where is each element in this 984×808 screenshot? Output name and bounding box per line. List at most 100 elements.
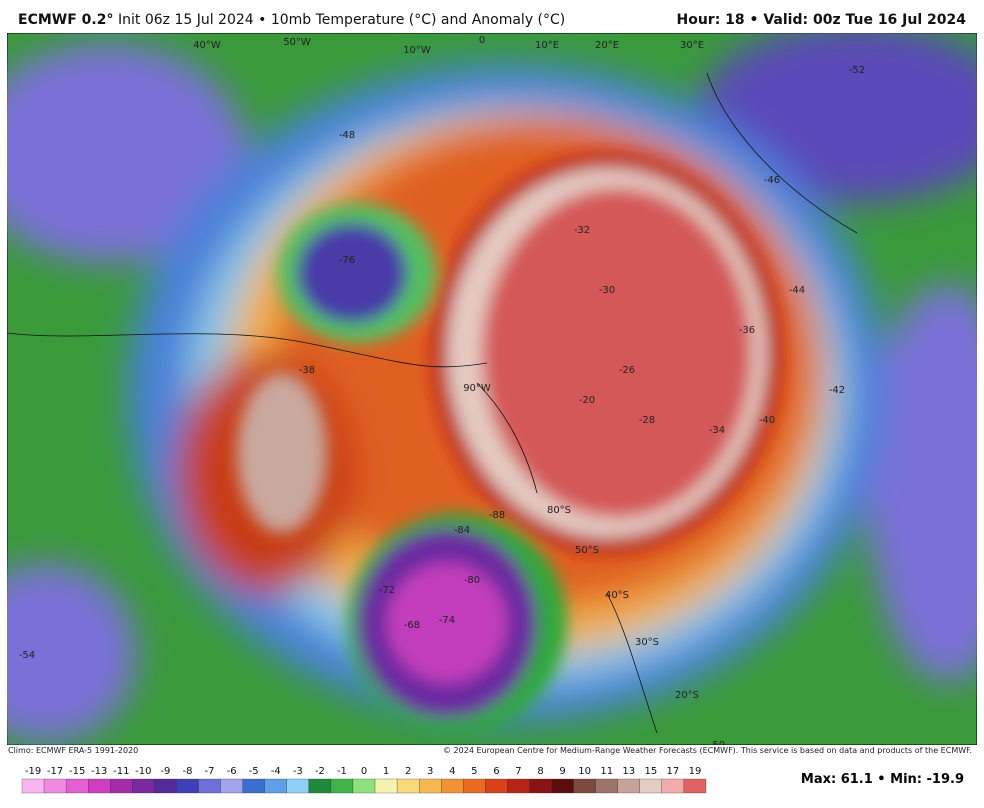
map-label: 40°S (605, 590, 629, 601)
colorbar-swatch (374, 778, 398, 794)
map-label: 0 (479, 35, 485, 46)
colorbar-label: -17 (47, 766, 63, 777)
colorbar-swatch (176, 778, 199, 794)
colorbar-label: 17 (667, 766, 680, 777)
colorbar-label: 0 (361, 766, 367, 777)
model-title: ECMWF 0.2° (18, 12, 114, 28)
colorbar-label: -4 (271, 766, 281, 777)
colorbar-swatch (43, 778, 67, 794)
colorbar-swatch (463, 778, 486, 794)
colorbar-label: 6 (493, 766, 499, 777)
colorbar-label: 15 (644, 766, 657, 777)
map-label: -20 (579, 395, 595, 406)
colorbar-swatch (573, 778, 596, 794)
colorbar-swatch (330, 778, 354, 794)
colorbar-swatch (132, 778, 155, 794)
colorbar-label: 4 (449, 766, 455, 777)
colorbar-swatch (551, 778, 574, 794)
map-label: -74 (439, 615, 455, 626)
colorbar-label: -3 (293, 766, 303, 777)
colorbar-swatch (419, 778, 442, 794)
colorbar-label: 2 (405, 766, 411, 777)
colorbar-label: -2 (315, 766, 325, 777)
colorbar-swatch (242, 778, 265, 794)
colorbar-swatch (529, 778, 552, 794)
map-label: -84 (454, 525, 470, 536)
colorbar-swatch (617, 778, 640, 794)
colorbar: -19 -17 -15 -13 -11 -10 -9 -8 -7 -6 -5 -4 -3 -2 -1 0 1 2 3… (21, 766, 707, 794)
colorbar-swatch (264, 778, 287, 794)
colorbar-swatch (110, 778, 133, 794)
colorbar-label: 10 (578, 766, 591, 777)
colorbar-label: 19 (689, 766, 702, 777)
map-label: -30 (599, 285, 615, 296)
colorbar-swatch (308, 778, 332, 794)
colorbar-label: -11 (113, 766, 129, 777)
colorbar-label: -9 (160, 766, 170, 777)
map-label: -26 (619, 365, 635, 376)
colorbar-swatch (396, 778, 420, 794)
colorbar-label: -1 (337, 766, 347, 777)
map-label: 30°S (635, 637, 659, 648)
colorbar-swatch (220, 778, 243, 794)
colorbar-swatch (21, 778, 45, 794)
climo-note: Climo: ECMWF ERA-5 1991-2020 (8, 746, 139, 755)
colorbar-swatch (198, 778, 221, 794)
colorbar-label: -6 (227, 766, 237, 777)
map-label: 50°S (575, 545, 599, 556)
colorbar-label: 11 (600, 766, 613, 777)
map-label: -42 (829, 385, 845, 396)
colorbar-swatch (88, 778, 111, 794)
colorbar-label: -19 (25, 766, 41, 777)
colorbar-label: 3 (427, 766, 433, 777)
map-label: -72 (379, 585, 395, 596)
max-min: Max: 61.1 • Min: -19.9 (800, 772, 964, 787)
map-label: -88 (489, 510, 505, 521)
map-label: 90°W (463, 383, 491, 394)
colorbar-label: -8 (182, 766, 192, 777)
init-subtitle: Init 06z 15 Jul 2024 • 10mb Temperature … (118, 12, 566, 28)
colorbar-label: -5 (249, 766, 259, 777)
valid-time: Hour: 18 • Valid: 00z Tue 16 Jul 2024 (676, 12, 967, 28)
map-label: -50 (709, 740, 725, 745)
colorbar-label: -15 (69, 766, 85, 777)
map-label: -44 (789, 285, 805, 296)
map-label: -80 (464, 575, 480, 586)
colorbar-label: 1 (383, 766, 389, 777)
colorbar-swatch (65, 778, 89, 794)
map-label: -48 (339, 130, 355, 141)
colorbar-swatch (639, 778, 663, 794)
colorbar-swatch (661, 778, 685, 794)
map-label: 20°S (675, 690, 699, 701)
map-label: -76 (339, 255, 355, 266)
colorbar-label: -10 (135, 766, 151, 777)
colorbar-swatch (286, 778, 309, 794)
map-label: 80°S (547, 505, 571, 516)
colorbar-label: -7 (205, 766, 215, 777)
colorbar-label: 5 (471, 766, 477, 777)
map-label: -38 (299, 365, 315, 376)
map-label: -36 (739, 325, 755, 336)
colorbar-label: 13 (622, 766, 635, 777)
map-label: 30°E (680, 40, 704, 51)
colorbar-label: -13 (91, 766, 107, 777)
map-label: 50°W (283, 37, 311, 48)
colorbar-label: 9 (559, 766, 565, 777)
colorbar-swatch (441, 778, 464, 794)
map: 40°W 50°W 10°W 0 10°E 20°E 30°E 90°W 80°S 50°S 40°… (7, 33, 977, 745)
map-label: -32 (574, 225, 590, 236)
map-label: -40 (759, 415, 775, 426)
colorbar-swatch (595, 778, 618, 794)
map-label: -52 (849, 65, 865, 76)
copyright: © 2024 European Centre for Medium-Range … (443, 746, 972, 755)
map-label: 10°E (535, 40, 559, 51)
map-label: 10°W (403, 45, 431, 56)
map-label: -46 (764, 175, 780, 186)
colorbar-label: 7 (515, 766, 521, 777)
colorbar-swatch (507, 778, 530, 794)
colorbar-swatch (154, 778, 177, 794)
map-label: -34 (709, 425, 725, 436)
colorbar-label: 8 (537, 766, 543, 777)
colorbar-swatch (352, 778, 376, 794)
